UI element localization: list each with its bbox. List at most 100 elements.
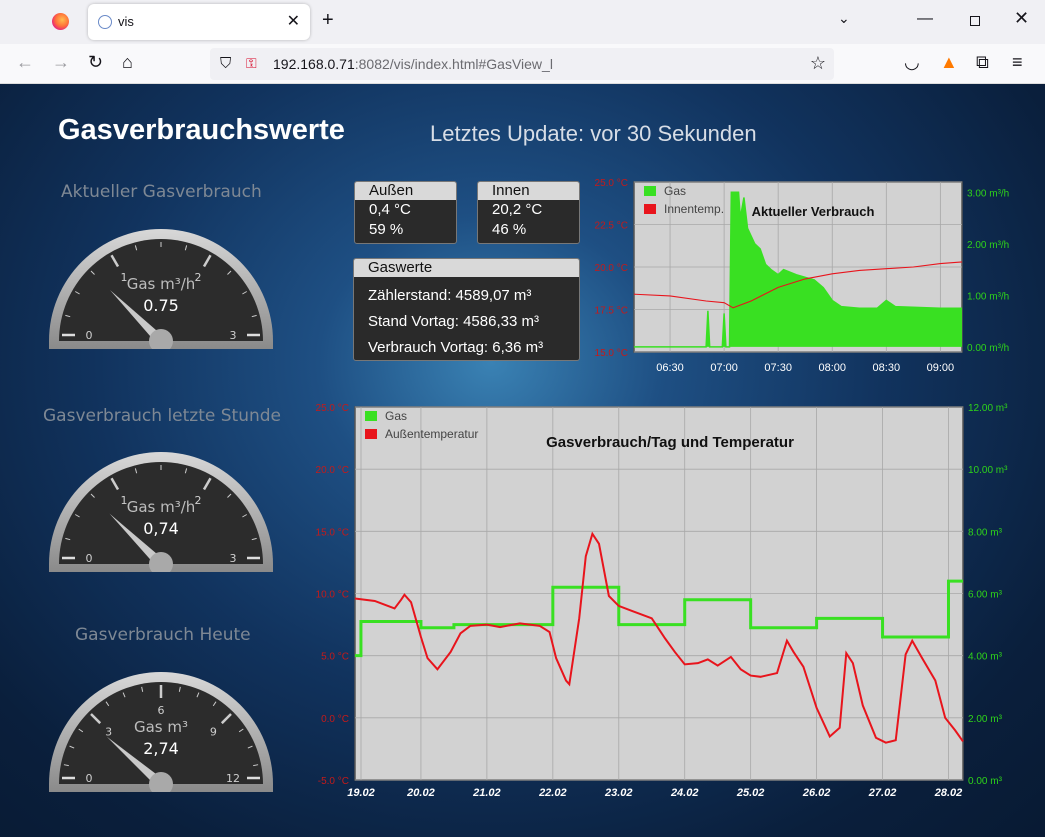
gauge-minor-tick xyxy=(90,493,95,498)
x-tick-label: 08:00 xyxy=(818,362,846,374)
series-line-gas xyxy=(634,191,962,348)
gauge-minor-tick xyxy=(196,692,200,698)
gauge-tick-label: 1 xyxy=(121,271,128,284)
gauge-minor-tick xyxy=(65,537,71,541)
page-title: Gasverbrauchswerte xyxy=(58,114,345,146)
bookmark-star-icon[interactable]: ☆ xyxy=(809,53,826,73)
gauge-tick-label: 12 xyxy=(226,772,240,785)
y-left-tick-label: 0.0 °C xyxy=(321,714,349,725)
inside-temperature: 20,2 °C xyxy=(492,201,543,218)
previous-day-consumption: Verbrauch Vortag: 6,36 m³ xyxy=(368,339,544,356)
vlc-extension-icon[interactable]: ▲ xyxy=(940,52,958,72)
gauge-major-tick xyxy=(202,254,212,268)
tab-close-icon[interactable]: ✕ xyxy=(286,13,300,30)
y-right-tick-label: 8.00 m³ xyxy=(968,527,1003,538)
back-arrow-icon[interactable]: ← xyxy=(16,52,34,72)
gauge-major-tick xyxy=(110,254,120,268)
gauge-minor-tick xyxy=(134,468,138,474)
gauge-tick-label: 3 xyxy=(105,726,112,739)
gauge-tick-label: 6 xyxy=(158,704,165,717)
gauge-unit-label: Gas m³ xyxy=(134,718,188,736)
legend-swatch xyxy=(365,411,377,421)
current-consumption-chart: 06:30 07:00 07:30 08:00 08:30 09:00 15.0 °C 17.… xyxy=(595,178,1010,374)
gauge-face xyxy=(59,682,263,784)
tracking-shield-icon[interactable]: ⛉ xyxy=(220,55,232,72)
gauge-minor-tick xyxy=(178,686,181,692)
gauge-tick-label: 0 xyxy=(86,329,93,342)
gauge-minor-tick xyxy=(105,701,110,707)
gauge-minor-tick xyxy=(63,764,69,767)
reload-icon[interactable]: ↻ xyxy=(88,52,104,72)
gauge-major-tick xyxy=(90,713,102,725)
hamburger-menu-icon[interactable]: ≡ xyxy=(1012,52,1023,72)
home-icon[interactable]: ⌂ xyxy=(122,52,133,72)
y-left-tick-label: 22.5 °C xyxy=(595,221,628,232)
gauge-tick-label: 9 xyxy=(210,726,217,739)
gauge-tick-label: 1 xyxy=(121,494,128,507)
window-close-icon[interactable]: ✕ xyxy=(1014,8,1030,28)
x-tick-label: 27.02 xyxy=(868,787,897,799)
outside-humidity: 59 % xyxy=(369,221,404,238)
legend-swatch xyxy=(644,204,656,214)
series-area-gas xyxy=(634,192,962,347)
window-maximize-icon[interactable] xyxy=(970,16,980,26)
gauge-minor-tick xyxy=(184,245,188,251)
x-tick-label: 24.02 xyxy=(670,787,699,799)
y-right-tick-label: 0.00 m³/h xyxy=(967,343,1009,354)
y-left-tick-label: 20.0 °C xyxy=(316,465,349,476)
x-tick-label: 25.02 xyxy=(736,787,765,799)
gauge-major-tick xyxy=(202,477,212,491)
gauge-tick-label: 2 xyxy=(195,271,202,284)
y-left-tick-label: 15.0 °C xyxy=(316,527,349,538)
x-tick-label: 23.02 xyxy=(604,787,633,799)
gauge-value-label: 0.75 xyxy=(143,296,179,315)
gauge-minor-tick xyxy=(242,291,247,295)
gauge-today: 0 3 6 9 12 Gas m³ 2,74 xyxy=(49,672,273,792)
window-minimize-icon[interactable]: — xyxy=(917,10,933,27)
browser-tab-vis[interactable]: vis ✕ xyxy=(88,4,310,40)
x-tick-label: 07:00 xyxy=(710,362,738,374)
firefox-icon[interactable] xyxy=(52,13,69,30)
y-left-tick-label: -5.0 °C xyxy=(318,776,349,787)
gauge-needle-hub xyxy=(149,552,173,572)
legend-label: Innentemp. xyxy=(664,202,724,216)
gauge-current-consumption: 0 1 2 3 Gas m³/h 0.75 xyxy=(49,229,273,349)
y-right-tick-label: 3.00 m³/h xyxy=(967,188,1009,199)
vis-favicon-icon xyxy=(98,15,112,29)
y-right-tick-label: 12.00 m³ xyxy=(968,403,1008,414)
gauge-needle-hub xyxy=(149,772,173,792)
gauge-minor-tick xyxy=(242,514,247,518)
y-right-tick-label: 1.00 m³/h xyxy=(967,291,1009,302)
y-right-tick-label: 0.00 m³ xyxy=(968,776,1003,787)
forward-arrow-icon[interactable]: → xyxy=(52,52,70,72)
x-tick-label: 22.02 xyxy=(538,787,567,799)
pocket-icon[interactable]: ◡ xyxy=(904,52,920,72)
y-left-tick-label: 10.0 °C xyxy=(316,590,349,601)
x-tick-label: 07:30 xyxy=(764,362,792,374)
inside-box: Innen 20,2 °C 46 % xyxy=(477,181,580,244)
gauge-minor-tick xyxy=(90,270,95,275)
gauge-needle-hub xyxy=(149,329,173,349)
gauge-face xyxy=(59,462,263,564)
y-left-tick-label: 25.0 °C xyxy=(316,403,349,414)
y-right-tick-label: 2.00 m³ xyxy=(968,714,1003,725)
tab-list-chevron-down-icon[interactable]: ⌄ xyxy=(838,10,850,26)
url-text[interactable]: 192.168.0.71:8082/vis/index.html#GasView… xyxy=(273,56,553,72)
insecure-lock-icon[interactable]: ⚿ xyxy=(246,55,257,71)
url-bar[interactable]: ⛉ ⚿ 192.168.0.71:8082/vis/index.html#Gas… xyxy=(210,48,834,80)
gauge-title-current: Aktueller Gasverbrauch xyxy=(61,182,262,202)
gauge-minor-tick xyxy=(238,728,244,733)
series-line-temperature xyxy=(633,261,963,309)
gauge-needle xyxy=(110,290,165,345)
x-tick-label: 06:30 xyxy=(656,362,684,374)
new-tab-plus-icon[interactable]: + xyxy=(322,9,334,31)
gauge-unit-label: Gas m³/h xyxy=(127,275,196,293)
gauge-minor-tick xyxy=(75,514,80,518)
chart-title: Aktueller Verbrauch xyxy=(752,204,875,219)
extensions-puzzle-icon[interactable]: ⧉ xyxy=(976,52,989,72)
series-line-gas xyxy=(355,579,963,658)
gauge-tick-label: 0 xyxy=(86,552,93,565)
legend-label: Gas xyxy=(385,409,407,423)
gauge-major-tick xyxy=(110,477,120,491)
x-tick-label: 09:00 xyxy=(927,362,955,374)
